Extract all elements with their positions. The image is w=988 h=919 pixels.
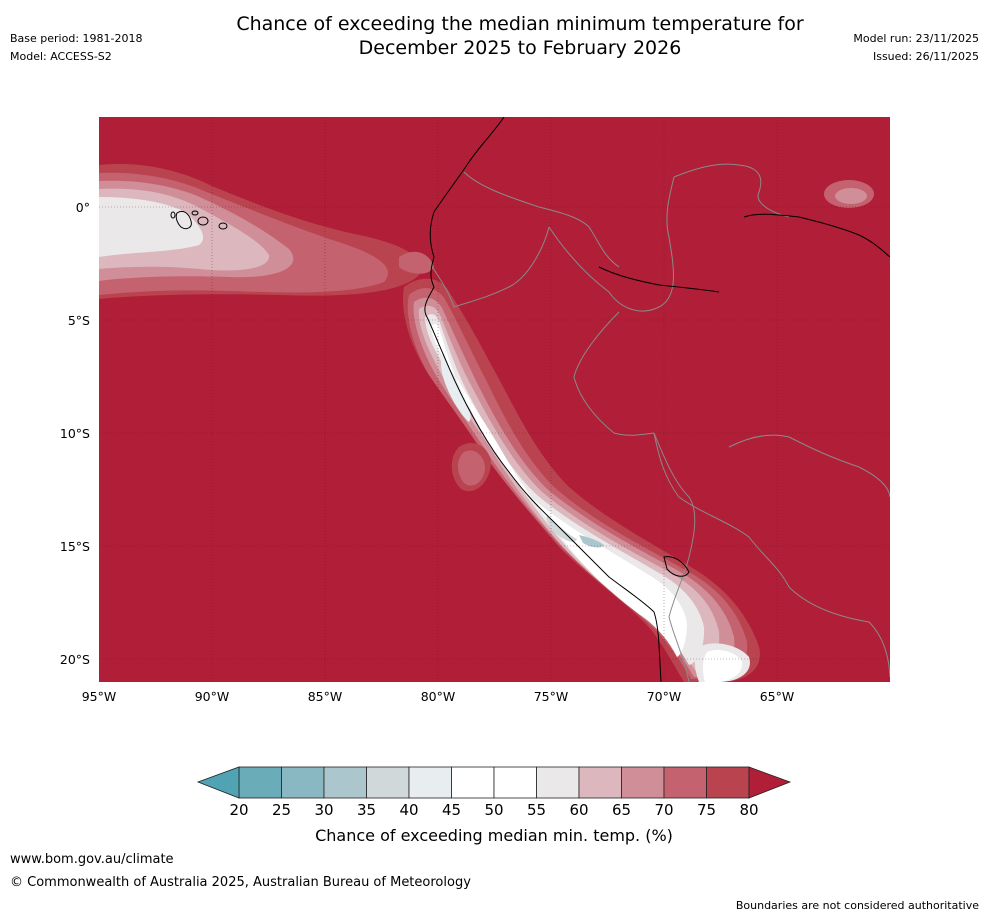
- meta-left: Base period: 1981-2018 Model: ACCESS-S2: [10, 30, 142, 66]
- coast-contour-45: [441, 352, 471, 422]
- colorbar-label: Chance of exceeding median min. temp. (%…: [315, 826, 673, 845]
- coast-contour-35: [579, 535, 604, 548]
- colorbar-tick-label: 80: [739, 801, 759, 819]
- lat-label-5s: 5°S: [67, 313, 90, 328]
- inland-patch: [824, 180, 874, 208]
- colorbar-tick-label: 65: [611, 801, 632, 819]
- colorbar-over-arrow: [748, 766, 792, 799]
- coast-contour-50: [431, 323, 687, 657]
- border-bolivia-west: [653, 432, 696, 618]
- border-colombia-brazil: [548, 176, 675, 312]
- colorbar-swatch: [493, 766, 537, 799]
- border-brazil-bolivia: [728, 434, 890, 498]
- copyright-notice: © Commonwealth of Australia 2025, Austra…: [10, 875, 471, 890]
- border-colombia-ecuador: [463, 171, 620, 268]
- colorbar-swatches: [238, 766, 750, 799]
- colorbar-swatch: [281, 766, 325, 799]
- lat-label-0: 0°: [75, 200, 90, 215]
- map-title: Chance of exceeding the median minimum t…: [150, 12, 890, 60]
- map-canvas: [99, 117, 890, 682]
- island-santiago: [191, 210, 199, 216]
- lat-label-10s: 10°S: [59, 426, 90, 441]
- meta-right: Model run: 23/11/2025 Issued: 26/11/2025: [853, 30, 979, 66]
- colorbar-swatch: [408, 766, 452, 799]
- lake-titicaca: [663, 556, 690, 577]
- base-period: Base period: 1981-2018: [10, 32, 143, 45]
- southern-blob-white: [702, 650, 743, 682]
- galapagos-contours: [99, 163, 434, 299]
- colorbar-tick-label: 40: [399, 801, 419, 819]
- border-ecuador-peru: [428, 226, 550, 308]
- colorbar-tick-label: 75: [696, 801, 717, 819]
- coastal-contours: [403, 278, 760, 682]
- colorbar-tick-label: 25: [271, 801, 292, 819]
- lon-label-70w: 70°W: [646, 689, 682, 704]
- border-peru-brazil: [573, 311, 655, 436]
- colorbar-tick-label: 50: [484, 801, 504, 819]
- offshore-pool-70: [458, 450, 485, 486]
- coastlines: [424, 117, 890, 682]
- island-fernandina: [170, 211, 176, 219]
- model-name: Model: ACCESS-S2: [10, 50, 112, 63]
- border-venezuela: [673, 163, 790, 218]
- title-line-2: December 2025 to February 2026: [358, 37, 682, 59]
- lon-label-95w: 95°W: [81, 689, 117, 704]
- coast-pacific: [424, 117, 662, 682]
- colorbar-tick-label: 20: [229, 801, 249, 819]
- map-panel[interactable]: [99, 117, 890, 682]
- colorbar: [196, 766, 792, 799]
- colorbar-swatch: [451, 766, 495, 799]
- boundary-disclaimer: Boundaries are not considered authoritat…: [735, 899, 979, 912]
- lon-label-80w: 80°W: [420, 689, 456, 704]
- title-line-1: Chance of exceeding the median minimum t…: [236, 13, 804, 35]
- contour-60-east: [399, 251, 434, 274]
- coast-caribbean: [743, 213, 890, 258]
- issued-date: Issued: 26/11/2025: [872, 50, 979, 63]
- colorbar-swatch: [621, 766, 665, 799]
- colorbar-swatch: [706, 766, 750, 799]
- model-run: Model run: 23/11/2025: [853, 32, 979, 45]
- colorbar-under-arrow: [196, 766, 240, 799]
- inland-patch-65: [835, 188, 867, 204]
- country-borders: [428, 163, 890, 682]
- lat-label-20s: 20°S: [59, 652, 90, 667]
- island-santa-cruz: [197, 216, 209, 226]
- galapagos-islands: [170, 210, 228, 230]
- colorbar-tick-label: 70: [654, 801, 674, 819]
- contour-55: [99, 197, 204, 257]
- colorbar-tick-label: 45: [441, 801, 462, 819]
- colorbar-swatch: [323, 766, 367, 799]
- colorbar-tick-label: 30: [314, 801, 334, 819]
- island-isabela: [175, 210, 192, 230]
- lon-label-90w: 90°W: [194, 689, 230, 704]
- colorbar-tick-label: 60: [569, 801, 589, 819]
- coast-venezuela-north: [598, 266, 720, 293]
- border-chile-argentina: [668, 616, 690, 682]
- colorbar-tick-label: 35: [356, 801, 377, 819]
- lat-label-15s: 15°S: [59, 539, 90, 554]
- colorbar-tick-label: 55: [526, 801, 547, 819]
- lon-label-85w: 85°W: [307, 689, 343, 704]
- island-san-cristobal: [218, 222, 228, 230]
- lon-label-65w: 65°W: [759, 689, 795, 704]
- border-bolivia: [653, 432, 790, 588]
- lon-label-75w: 75°W: [533, 689, 569, 704]
- gridlines: [99, 117, 890, 682]
- colorbar-swatch: [366, 766, 410, 799]
- colorbar-swatch: [536, 766, 580, 799]
- colorbar-swatch: [238, 766, 282, 799]
- colorbar-swatch: [663, 766, 707, 799]
- website-link[interactable]: www.bom.gov.au/climate: [10, 852, 174, 867]
- colorbar-swatch: [578, 766, 622, 799]
- border-bolivia-paraguay: [788, 586, 890, 678]
- coast-contour-40: [546, 515, 577, 542]
